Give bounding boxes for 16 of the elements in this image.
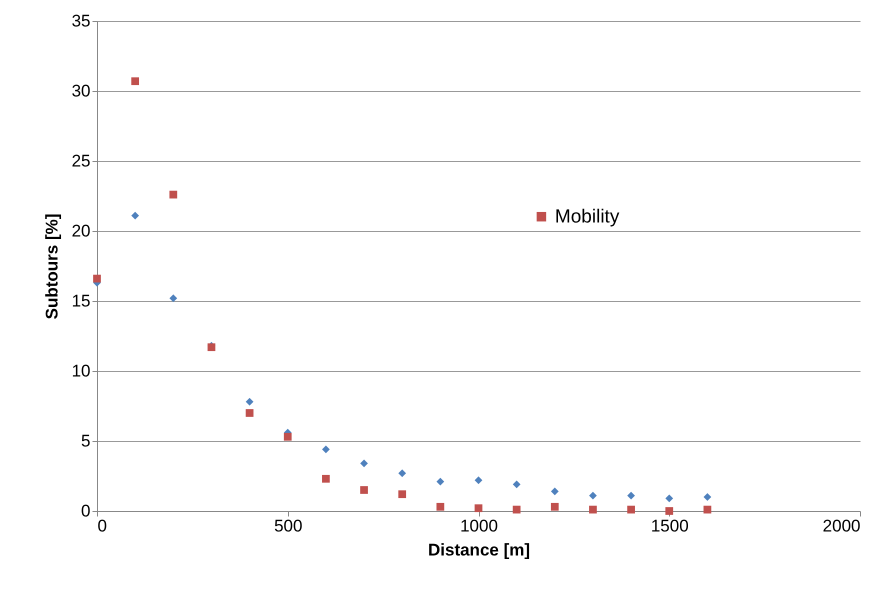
x-tick-label: 2000 [822,516,860,536]
x-tick-label: 500 [274,516,302,536]
y-tick-label: 5 [81,432,90,450]
y-tick-label: 15 [72,292,90,310]
y-tick-label: 0 [81,502,90,520]
x-tick-label: 0 [98,516,107,536]
y-tick-label: 10 [72,362,90,380]
x-tick-label: 1000 [460,516,498,536]
y-axis-title: Subtours [%] [42,214,62,320]
y-tick-label: 25 [72,152,90,170]
y-tick-label: 35 [72,12,90,30]
legend-label: Mobility [554,206,620,228]
y-tick-label: 30 [72,82,90,100]
y-tick-label: 20 [72,222,90,240]
x-tick-label: 1500 [650,516,689,536]
x-axis-title: Distance [m] [428,540,530,560]
